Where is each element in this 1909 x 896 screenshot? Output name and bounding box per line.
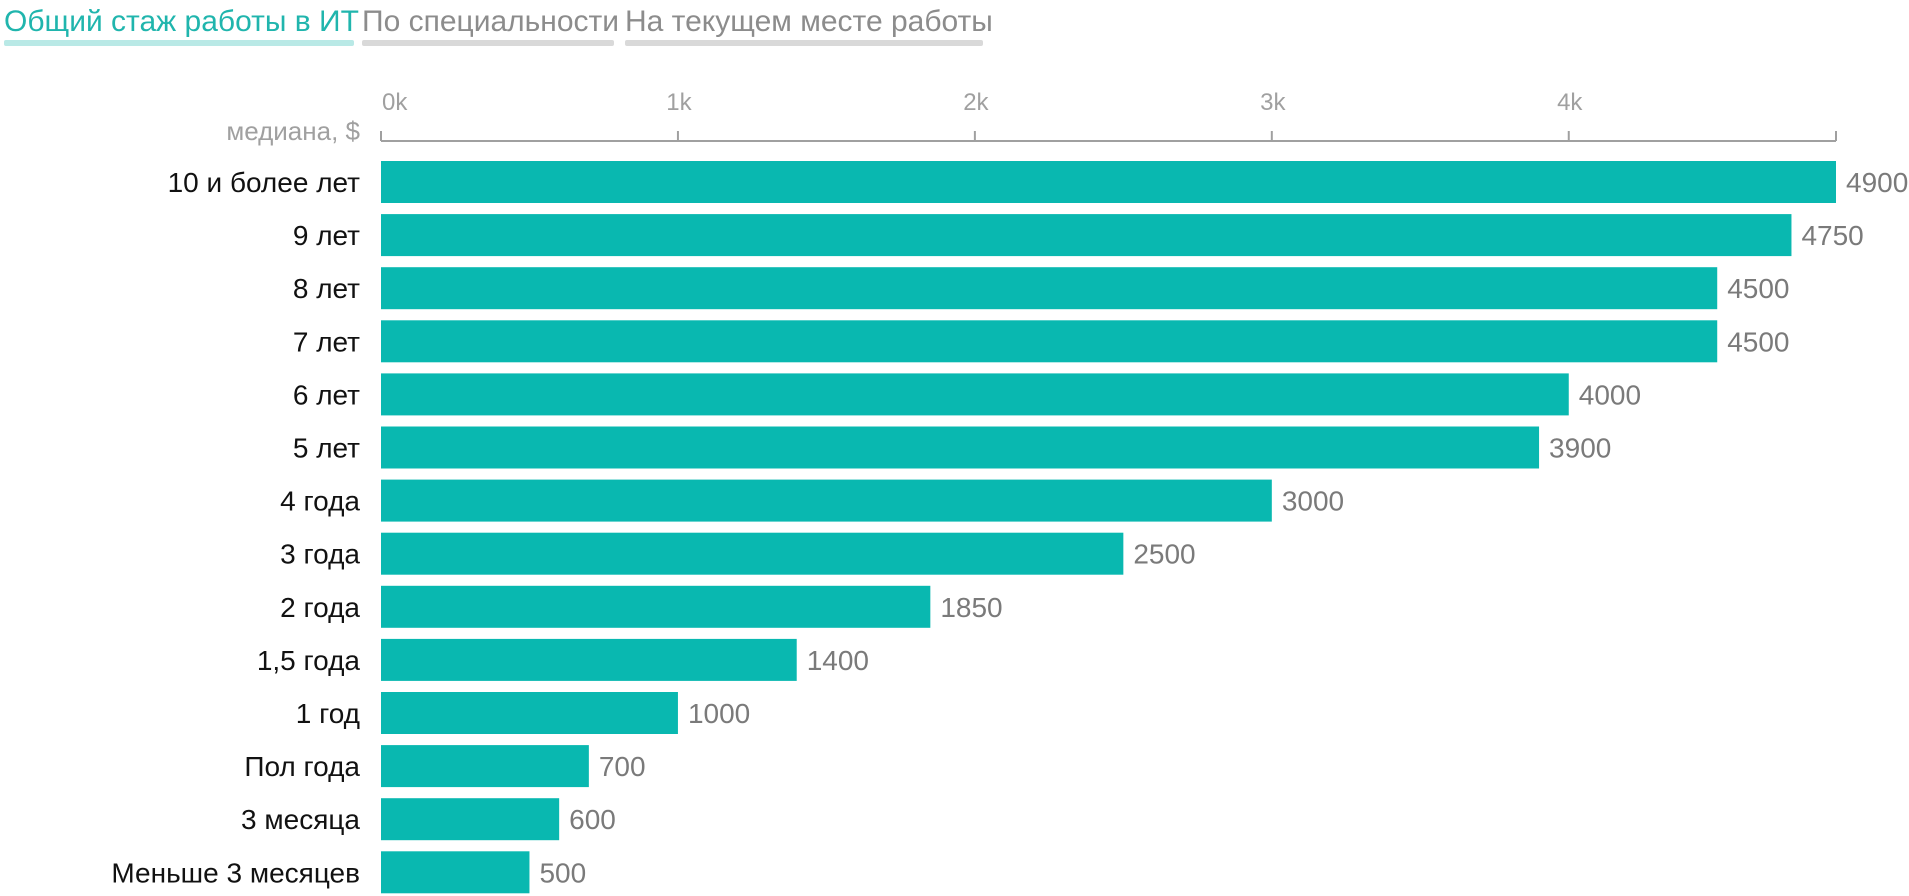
bar <box>381 638 797 681</box>
category-label: 7 лет <box>293 326 360 357</box>
value-label: 3000 <box>1282 486 1344 517</box>
x-axis: 0k 1k 2k 3k 4k <box>380 89 1837 142</box>
tab-by-specialty-underline <box>362 40 614 46</box>
category-label: 8 лет <box>293 273 360 304</box>
value-label: 500 <box>539 857 586 888</box>
bar <box>381 320 1718 363</box>
x-tick-label: 0k <box>382 89 408 116</box>
value-label: 1400 <box>807 645 869 676</box>
value-label: 1850 <box>940 592 1002 623</box>
x-tick-label: 4k <box>1557 89 1583 116</box>
category-label: 4 года <box>280 486 360 517</box>
category-label: 10 и более лет <box>168 167 361 198</box>
bar <box>381 426 1540 469</box>
category-label: 1 год <box>296 698 360 729</box>
category-label: 3 месяца <box>241 804 360 835</box>
bar <box>381 798 560 841</box>
value-label: 4000 <box>1579 379 1641 410</box>
bar <box>381 851 530 894</box>
bar <box>381 692 678 734</box>
x-tick-label: 2k <box>963 89 989 116</box>
bar <box>381 214 1792 257</box>
axis-unit-label: медиана, $ <box>226 116 360 146</box>
tab-current-job-label: На текущем месте работы <box>625 5 993 38</box>
tab-total-experience-underline <box>4 40 354 46</box>
value-label: 600 <box>569 804 616 835</box>
bar <box>381 585 931 628</box>
value-label: 4500 <box>1727 326 1789 357</box>
category-label: 3 года <box>280 539 360 570</box>
tab-total-experience[interactable]: Общий стаж работы в ИТ <box>4 4 359 46</box>
category-label: Пол года <box>244 751 360 782</box>
value-label: 3900 <box>1549 433 1611 464</box>
tab-current-job-underline <box>625 40 983 46</box>
bar <box>381 161 1836 203</box>
tab-by-specialty-label: По специальности <box>362 5 620 38</box>
category-label: Меньше 3 месяцев <box>111 857 360 888</box>
bar <box>381 745 589 788</box>
tab-total-experience-label: Общий стаж работы в ИТ <box>4 5 359 38</box>
bar <box>381 532 1124 575</box>
bars-group: 10 и более лет 4900 9 лет 4750 8 лет 4500 7 ле… <box>111 161 1908 894</box>
value-label: 2500 <box>1133 539 1195 570</box>
value-label: 4900 <box>1846 167 1908 198</box>
value-label: 4500 <box>1727 273 1789 304</box>
category-label: 1,5 года <box>257 645 361 676</box>
value-label: 4750 <box>1801 220 1863 251</box>
x-tick-label: 3k <box>1260 89 1286 116</box>
bar <box>381 373 1569 416</box>
value-label: 700 <box>599 751 646 782</box>
category-label: 9 лет <box>293 220 360 251</box>
bar <box>381 479 1272 522</box>
tab-by-specialty[interactable]: По специальности <box>362 4 619 46</box>
value-label: 1000 <box>688 698 750 729</box>
category-label: 5 лет <box>293 433 360 464</box>
category-label: 2 года <box>280 592 360 623</box>
category-label: 6 лет <box>293 379 360 410</box>
x-tick-label: 1k <box>666 89 692 116</box>
tab-current-job[interactable]: На текущем месте работы <box>625 4 993 46</box>
bar <box>381 267 1718 310</box>
